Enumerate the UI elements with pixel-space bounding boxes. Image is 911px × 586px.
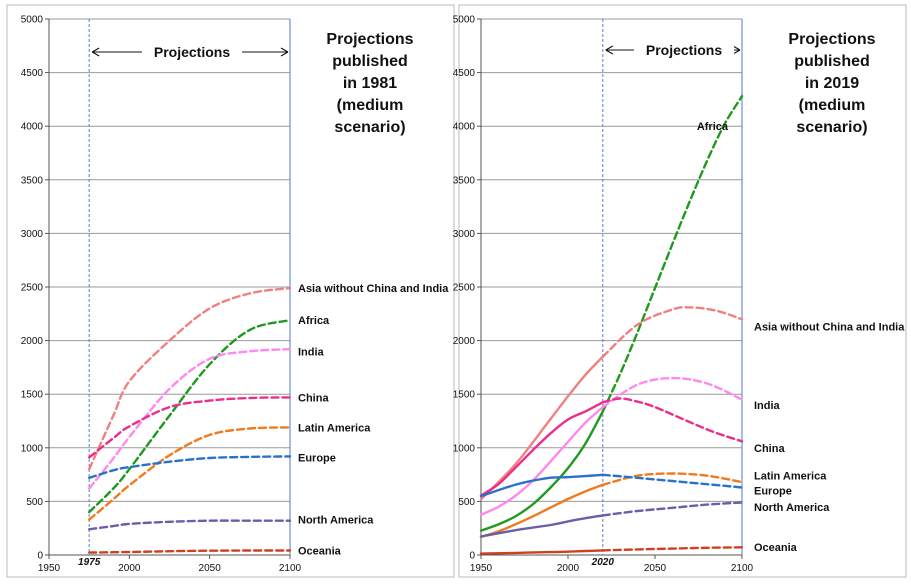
- series-india-projection: [88, 348, 292, 490]
- series-label: Oceania: [298, 546, 342, 558]
- series-latin-america-projection: [88, 426, 292, 521]
- y-tick-label: 3000: [21, 229, 44, 240]
- series-oceania-historical: [479, 549, 604, 555]
- y-tick-label: 5000: [21, 15, 44, 26]
- x-tick-label: 2000: [118, 563, 141, 574]
- chart-panel-1: 0 500 1000 1500 2000 2500 3000 3500 4000 4500 5000…: [6, 4, 455, 578]
- series-china-projection: [88, 396, 292, 459]
- y-tick-label: 4000: [21, 122, 44, 133]
- series-africa-projection: [88, 319, 292, 514]
- projections-label: Projections: [646, 42, 722, 58]
- x-tick-label: 1950: [470, 563, 493, 574]
- y-tick-label: 4500: [453, 68, 476, 79]
- y-tick-label: 500: [26, 497, 43, 508]
- x-tick-label: 2100: [731, 563, 754, 574]
- annotation-line: published: [332, 53, 408, 70]
- y-tick-label: 1000: [453, 443, 476, 454]
- annotation-line: (medium: [337, 97, 404, 114]
- series-label: China: [298, 392, 329, 404]
- y-tick-label: 5000: [453, 15, 476, 26]
- annotation-line: in 1981: [343, 75, 397, 92]
- series-north-america-projection: [601, 501, 744, 517]
- annotation-line: published: [794, 53, 870, 70]
- series-north-america-historical: [479, 514, 604, 538]
- y-tick-label: 3500: [21, 175, 44, 186]
- y-tick-label: 3000: [453, 229, 476, 240]
- series-europe-historical: [479, 473, 604, 498]
- series-label: Asia without China and India: [754, 322, 905, 334]
- series-china-projection: [601, 397, 744, 443]
- series-latin-america-projection: [601, 472, 744, 486]
- projection-start-year: 2020: [591, 557, 615, 568]
- series-label: North America: [298, 515, 374, 527]
- y-tick-label: 0: [469, 551, 475, 562]
- y-tick-label: 2500: [21, 283, 44, 294]
- projections-arrow-left-head: [605, 45, 614, 55]
- series-label: Latin America: [298, 422, 371, 434]
- series-europe-projection: [601, 473, 744, 489]
- projections-arrow-right-head: [732, 45, 741, 55]
- annotation-line: scenario): [796, 119, 867, 136]
- series-label: Europe: [298, 452, 336, 464]
- x-tick-label: 2000: [557, 563, 580, 574]
- annotation-line: Projections: [326, 31, 413, 48]
- series-africa-projection: [601, 95, 744, 413]
- x-tick-label: 2050: [644, 563, 667, 574]
- annotation-line: in 2019: [805, 75, 859, 92]
- series-label: China: [754, 443, 785, 455]
- y-tick-label: 0: [37, 551, 43, 562]
- projections-label: Projections: [154, 44, 230, 60]
- chart-panel-2: 0 500 1000 1500 2000 2500 3000 3500 4000 4500 5000…: [453, 4, 907, 578]
- x-tick-label: 2050: [199, 563, 222, 574]
- y-tick-label: 2000: [453, 336, 476, 347]
- series-label: Oceania: [754, 542, 798, 554]
- projections-label-bg: [633, 41, 735, 57]
- annotation-line: scenario): [334, 119, 405, 136]
- series-asia-without-china-and-india-projection: [601, 306, 744, 358]
- series-asia-without-china-and-india-historical: [479, 355, 604, 501]
- series-china-historical: [479, 401, 604, 497]
- series-label: India: [298, 346, 325, 358]
- series-asia-without-china-and-india-projection: [88, 286, 292, 471]
- series-india-historical: [479, 405, 604, 516]
- series-europe-projection: [88, 455, 292, 479]
- y-tick-label: 1000: [21, 443, 44, 454]
- y-tick-label: 2500: [453, 283, 476, 294]
- projections-arrow-left-head: [91, 47, 100, 57]
- series-label: Latin America: [754, 471, 827, 483]
- series-label: India: [754, 400, 781, 412]
- projections-label-bg: [141, 43, 243, 59]
- series-india-projection: [601, 376, 744, 409]
- series-label: Asia without China and India: [298, 283, 449, 295]
- series-oceania-projection: [601, 546, 744, 552]
- y-tick-label: 1500: [21, 390, 44, 401]
- series-label: Africa: [697, 121, 729, 133]
- y-tick-label: 4500: [21, 68, 44, 79]
- series-latin-america-historical: [479, 483, 604, 539]
- series-label: Europe: [754, 486, 792, 498]
- series-north-america-projection: [88, 519, 292, 531]
- y-tick-label: 2000: [21, 336, 44, 347]
- series-label: Africa: [298, 315, 330, 327]
- x-tick-label: 1950: [38, 563, 61, 574]
- y-tick-label: 1500: [453, 390, 476, 401]
- annotation-line: (medium: [799, 97, 866, 114]
- projections-arrow-right-head: [280, 47, 289, 57]
- x-tick-label: 2100: [279, 563, 302, 574]
- series-africa-historical: [479, 410, 604, 532]
- y-tick-label: 3500: [453, 175, 476, 186]
- projection-start-year: 1975: [78, 557, 101, 568]
- y-tick-label: 4000: [453, 122, 476, 133]
- panel-frame: [6, 4, 455, 578]
- y-tick-label: 500: [458, 497, 475, 508]
- series-label: North America: [754, 502, 830, 514]
- annotation-line: Projections: [788, 31, 875, 48]
- series-oceania-projection: [88, 549, 292, 554]
